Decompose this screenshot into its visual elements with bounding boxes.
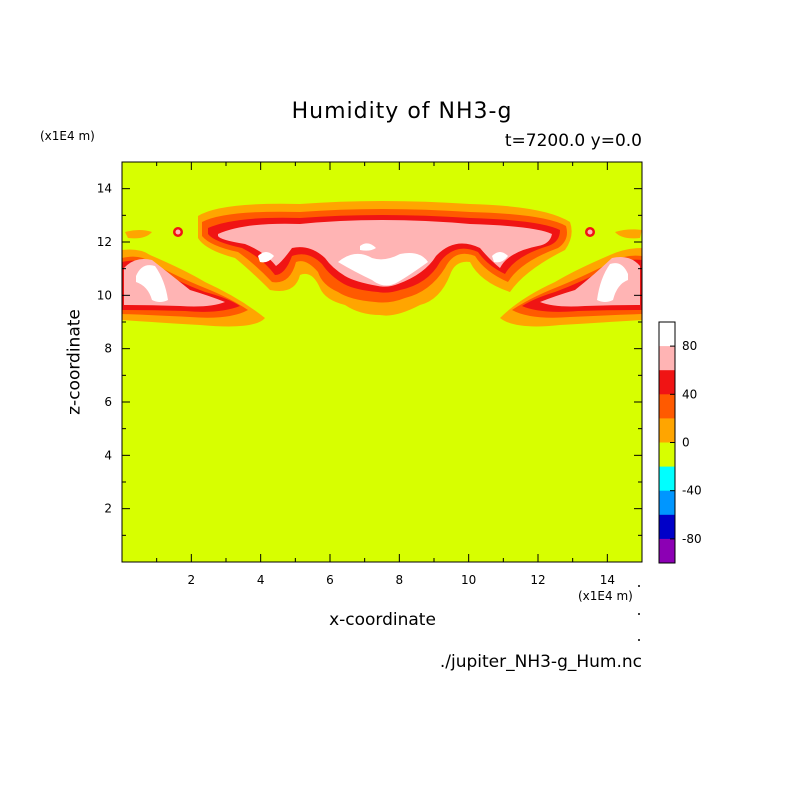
y-tick-label: 4 [104, 448, 112, 462]
y-tick-label: 10 [97, 288, 112, 302]
x-axis-ticks: 2 4 6 8 10 12 14 [156, 162, 615, 587]
contour-fields [122, 201, 642, 327]
colorbar-band [659, 538, 675, 564]
y-tick-label: 12 [97, 235, 112, 249]
x-tick-label: 2 [188, 573, 196, 587]
marker-dot [638, 585, 640, 587]
x-tick-label: 14 [600, 573, 615, 587]
colorbar-tick-label: -80 [682, 532, 702, 546]
x-tick-label: 10 [461, 573, 476, 587]
y-tick-label: 2 [104, 502, 112, 516]
x-tick-label: 6 [326, 573, 334, 587]
plot-frame [121, 161, 643, 563]
marker-dot [638, 613, 640, 615]
contour-level-above-100 [136, 243, 628, 302]
colorbar-band [659, 394, 675, 419]
colorbar-band [659, 370, 675, 395]
x-tick-label: 12 [530, 573, 545, 587]
colorbar-band [659, 418, 675, 443]
colorbar-band [659, 346, 675, 371]
colorbar-band [659, 514, 675, 540]
colorbar-band [659, 442, 675, 468]
chart-subtitle: t=7200.0 y=0.0 [504, 131, 642, 151]
y-axis-ticks: 2 4 6 8 10 12 14 [97, 182, 642, 536]
colorbar-tick-label: 0 [682, 436, 690, 450]
x-axis-unit: (x1E4 m) [578, 589, 633, 603]
colorbar-tick-label: -40 [682, 484, 702, 498]
source-filename: ./jupiter_NH3-g_Hum.nc [439, 652, 642, 672]
y-tick-label: 14 [97, 182, 112, 196]
y-tick-label: 6 [104, 395, 112, 409]
colorbar: 80 40 0 -40 -80 [658, 321, 702, 564]
x-tick-label: 8 [396, 573, 404, 587]
chart-title: Humidity of NH3-g [291, 99, 513, 124]
marker-dot [638, 639, 640, 641]
colorbar-band [659, 322, 675, 347]
x-tick-label: 4 [257, 573, 265, 587]
colorbar-tick-label: 80 [682, 339, 697, 353]
y-axis-unit: (x1E4 m) [40, 129, 95, 143]
colorbar-band [659, 466, 675, 492]
x-axis-label: x-coordinate [329, 610, 436, 630]
colorbar-tick-label: 40 [682, 387, 697, 401]
y-tick-label: 8 [104, 342, 112, 356]
colorbar-band [659, 490, 675, 516]
